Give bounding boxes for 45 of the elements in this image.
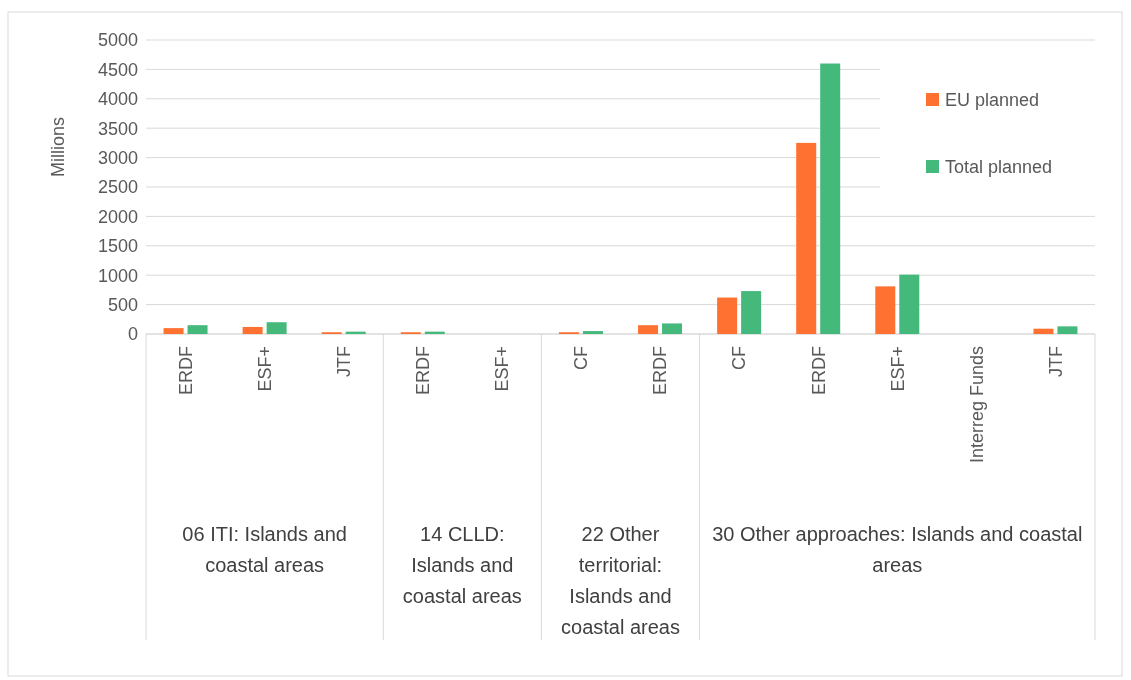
text: 14 CLLD: Islands and coastal areas xyxy=(402,523,522,607)
bar xyxy=(1057,326,1078,334)
bar xyxy=(741,291,762,334)
y-tick-label: 1000 xyxy=(97,265,138,286)
x-tick-label: ERDF xyxy=(650,346,671,395)
x-tick-label: ERDF xyxy=(808,346,829,395)
bar xyxy=(638,325,659,334)
y-tick-label: 4000 xyxy=(97,89,138,110)
bar xyxy=(1033,328,1054,334)
y-tick-label: 0 xyxy=(127,324,138,345)
x-tick-label: JTF xyxy=(1045,346,1066,377)
text: 22 Other territorial: Islands and coastal areas xyxy=(561,523,680,638)
y-tick-label: 2500 xyxy=(97,177,138,198)
x-tick-label: ERDF xyxy=(413,346,434,395)
x-tick-label: Interreg Funds xyxy=(966,346,987,464)
y-tick-label: 3000 xyxy=(97,147,138,168)
bar xyxy=(820,63,841,334)
y-tick-label: 1500 xyxy=(97,236,138,257)
bar xyxy=(662,323,683,334)
bar xyxy=(187,325,208,334)
x-tick-label: ESF+ xyxy=(492,346,513,392)
y-tick-label: 5000 xyxy=(97,30,138,51)
y-axis-title: Millions xyxy=(48,116,68,178)
x-tick-label: JTF xyxy=(334,346,355,377)
bar xyxy=(875,286,896,334)
bar xyxy=(266,322,287,334)
bar xyxy=(163,328,184,334)
y-tick-label: 3500 xyxy=(97,118,138,139)
bar xyxy=(899,274,920,334)
x-tick-label: ESF+ xyxy=(254,346,275,392)
x-tick-label: CF xyxy=(729,346,750,370)
y-tick-label: 500 xyxy=(107,294,138,315)
legend-label: EU planned xyxy=(945,90,1040,111)
y-tick-label: 4500 xyxy=(97,59,138,80)
bar xyxy=(717,297,738,334)
text: 30 Other approaches: Islands and coastal areas xyxy=(712,523,1083,576)
bar xyxy=(582,331,603,334)
x-tick-label: ERDF xyxy=(175,346,196,395)
text: 06 ITI: Islands and coastal areas xyxy=(182,523,347,576)
y-tick-label: 2000 xyxy=(97,206,138,227)
bar xyxy=(242,326,263,334)
bar xyxy=(796,142,817,334)
legend-label: Total planned xyxy=(945,157,1053,178)
x-tick-label: ESF+ xyxy=(887,346,908,392)
x-tick-label: CF xyxy=(571,346,592,370)
